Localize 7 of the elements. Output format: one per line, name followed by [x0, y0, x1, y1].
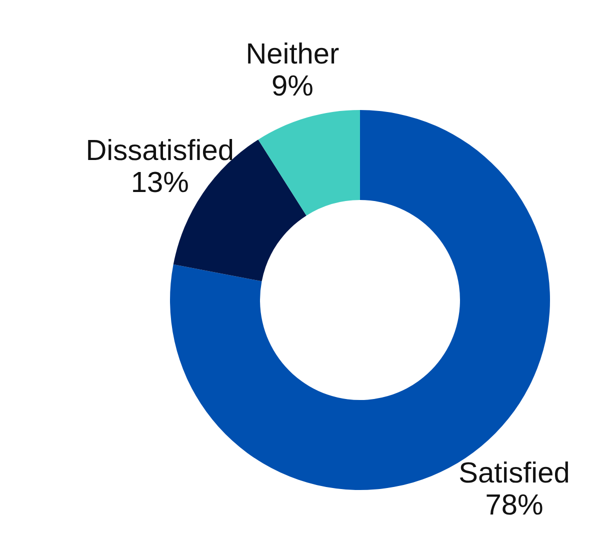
- data-label: 78%: [485, 489, 544, 522]
- donut-slice: [258, 110, 360, 216]
- slice-label: Neither: [246, 38, 340, 71]
- data-label: 9%: [272, 70, 314, 103]
- slice-label: Satisfied: [458, 457, 570, 490]
- slice-label: Dissatisfied: [86, 134, 234, 167]
- data-label: 13%: [130, 166, 189, 199]
